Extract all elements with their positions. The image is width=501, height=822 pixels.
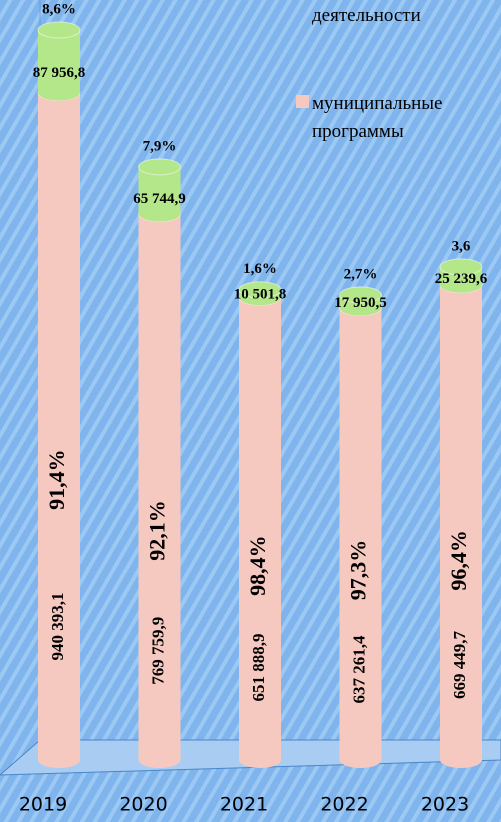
x-tick-label: 2019 bbox=[19, 794, 67, 816]
share-label: 8,6% bbox=[42, 1, 76, 17]
bar-part bbox=[138, 166, 181, 222]
bar bbox=[339, 286, 382, 316]
bar-part bbox=[440, 284, 482, 768]
bar-part bbox=[38, 30, 80, 101]
share-label: 97,3% bbox=[346, 540, 371, 601]
x-tick-label: 2023 bbox=[421, 794, 469, 816]
x-tick-label: 2022 bbox=[320, 794, 368, 816]
bar-part bbox=[37, 21, 81, 39]
value-label: 10 501,8 bbox=[234, 286, 287, 302]
bar bbox=[138, 158, 181, 222]
legend-label: деятельности bbox=[312, 5, 421, 26]
value-label: 769 759,9 bbox=[148, 617, 167, 685]
legend-swatch bbox=[296, 95, 309, 108]
bar-part bbox=[339, 307, 382, 768]
bar-part bbox=[138, 158, 181, 176]
value-label: 651 888,9 bbox=[249, 633, 268, 701]
value-label: 637 261,4 bbox=[349, 635, 368, 704]
bar bbox=[37, 21, 81, 101]
value-label: 669 449,7 bbox=[450, 630, 469, 699]
bar-part bbox=[138, 213, 181, 769]
value-label: 25 239,6 bbox=[435, 271, 488, 287]
value-label: 65 744,9 bbox=[133, 191, 186, 207]
bar-part bbox=[239, 297, 281, 768]
bar-part bbox=[339, 286, 382, 304]
bar-part bbox=[38, 92, 80, 768]
bar bbox=[37, 83, 81, 768]
x-tick-label: 2020 bbox=[119, 794, 167, 816]
share-label: 91,4% bbox=[44, 449, 69, 510]
bar-part bbox=[439, 258, 483, 276]
share-label: 96,4% bbox=[446, 530, 471, 591]
x-tick-label: 2021 bbox=[220, 794, 268, 816]
share-label: 92,1% bbox=[145, 500, 170, 561]
value-label: 940 393,1 bbox=[48, 592, 67, 660]
share-label: 1,6% bbox=[243, 261, 277, 277]
value-label: 17 950,5 bbox=[334, 295, 387, 311]
bar-part bbox=[238, 281, 282, 299]
share-label: 7,9% bbox=[143, 138, 177, 154]
share-label: 2,7% bbox=[344, 266, 378, 282]
value-label: 87 956,8 bbox=[33, 65, 86, 81]
share-label: 98,4% bbox=[245, 535, 270, 596]
bar bbox=[238, 281, 282, 306]
legend-label: муниципальные программы bbox=[312, 93, 443, 142]
share-label: 3,6 bbox=[452, 238, 471, 254]
bar bbox=[439, 258, 483, 293]
